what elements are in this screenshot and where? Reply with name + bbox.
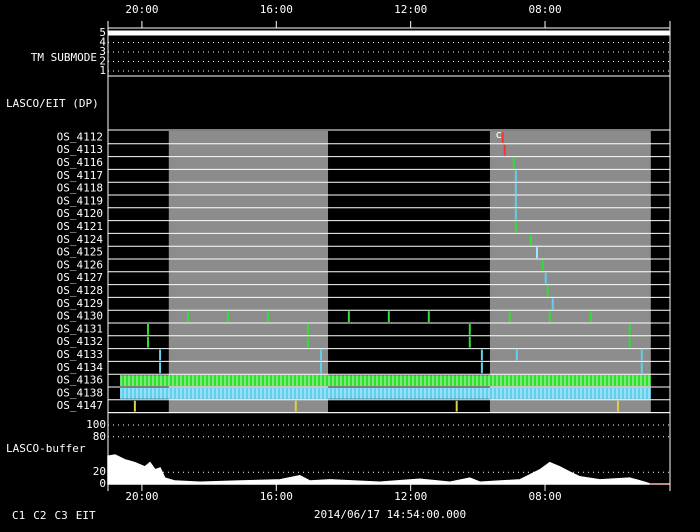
legend-entry: C3: [55, 509, 68, 522]
x-tick-label: 08:00: [528, 3, 561, 16]
row-label: OS_4136: [57, 374, 103, 387]
annotation: c: [495, 128, 502, 141]
row-label: OS_4130: [57, 310, 103, 323]
row-label: OS_4121: [57, 220, 103, 233]
row-label: OS_4120: [57, 207, 103, 220]
row-label: OS_4132: [57, 335, 103, 348]
legend-entry: EIT: [76, 509, 96, 522]
row-label: OS_4116: [57, 156, 103, 169]
x-tick-label: 08:00: [528, 490, 561, 503]
row-label: OS_4117: [57, 169, 103, 182]
row-label: OS_4113: [57, 143, 103, 156]
row-label: OS_4119: [57, 194, 103, 207]
row-label: OS_4138: [57, 386, 103, 399]
x-tick-label: 20:00: [125, 3, 158, 16]
x-tick-label: 16:00: [260, 490, 293, 503]
activity-stripes: [120, 388, 651, 399]
y-tick-label: 3: [99, 45, 106, 58]
row-label: OS_4126: [57, 258, 103, 271]
y-tick-label: 80: [93, 430, 106, 443]
row-label: OS_4129: [57, 297, 103, 310]
row-label: OS_4127: [57, 271, 103, 284]
buffer-area: [107, 454, 651, 485]
activity-stripes: [120, 375, 651, 386]
row-label: OS_4125: [57, 246, 103, 259]
row-label: OS_4112: [57, 130, 103, 143]
row-label: OS_4118: [57, 182, 103, 195]
y-tick-label: 20: [93, 465, 106, 478]
x-tick-label: 12:00: [394, 490, 427, 503]
legend-entry: C2: [33, 509, 46, 522]
panel-label: LASCO-buffer: [6, 442, 86, 455]
row-label: OS_4131: [57, 322, 103, 335]
y-tick-label: 0: [99, 477, 106, 490]
legend-entry: C1: [12, 509, 25, 522]
row-label: OS_4147: [57, 399, 103, 412]
y-tick-label: 4: [99, 36, 106, 49]
x-tick-label: 16:00: [260, 3, 293, 16]
y-tick-label: 2: [99, 55, 106, 68]
panel-label: TM SUBMODE: [31, 51, 97, 64]
row-label: OS_4128: [57, 284, 103, 297]
timestamp: 2014/06/17 14:54:00.000: [314, 508, 466, 521]
panel-label: LASCO/EIT (DP): [6, 97, 99, 110]
y-tick-label: 100: [86, 418, 106, 431]
row-label: OS_4134: [57, 361, 104, 374]
y-tick-label: 5: [99, 26, 106, 39]
row-label: OS_4133: [57, 348, 103, 361]
y-tick-label: 1: [99, 64, 106, 77]
x-tick-label: 20:00: [125, 490, 158, 503]
x-tick-label: 12:00: [394, 3, 427, 16]
row-label: OS_4124: [57, 233, 104, 246]
